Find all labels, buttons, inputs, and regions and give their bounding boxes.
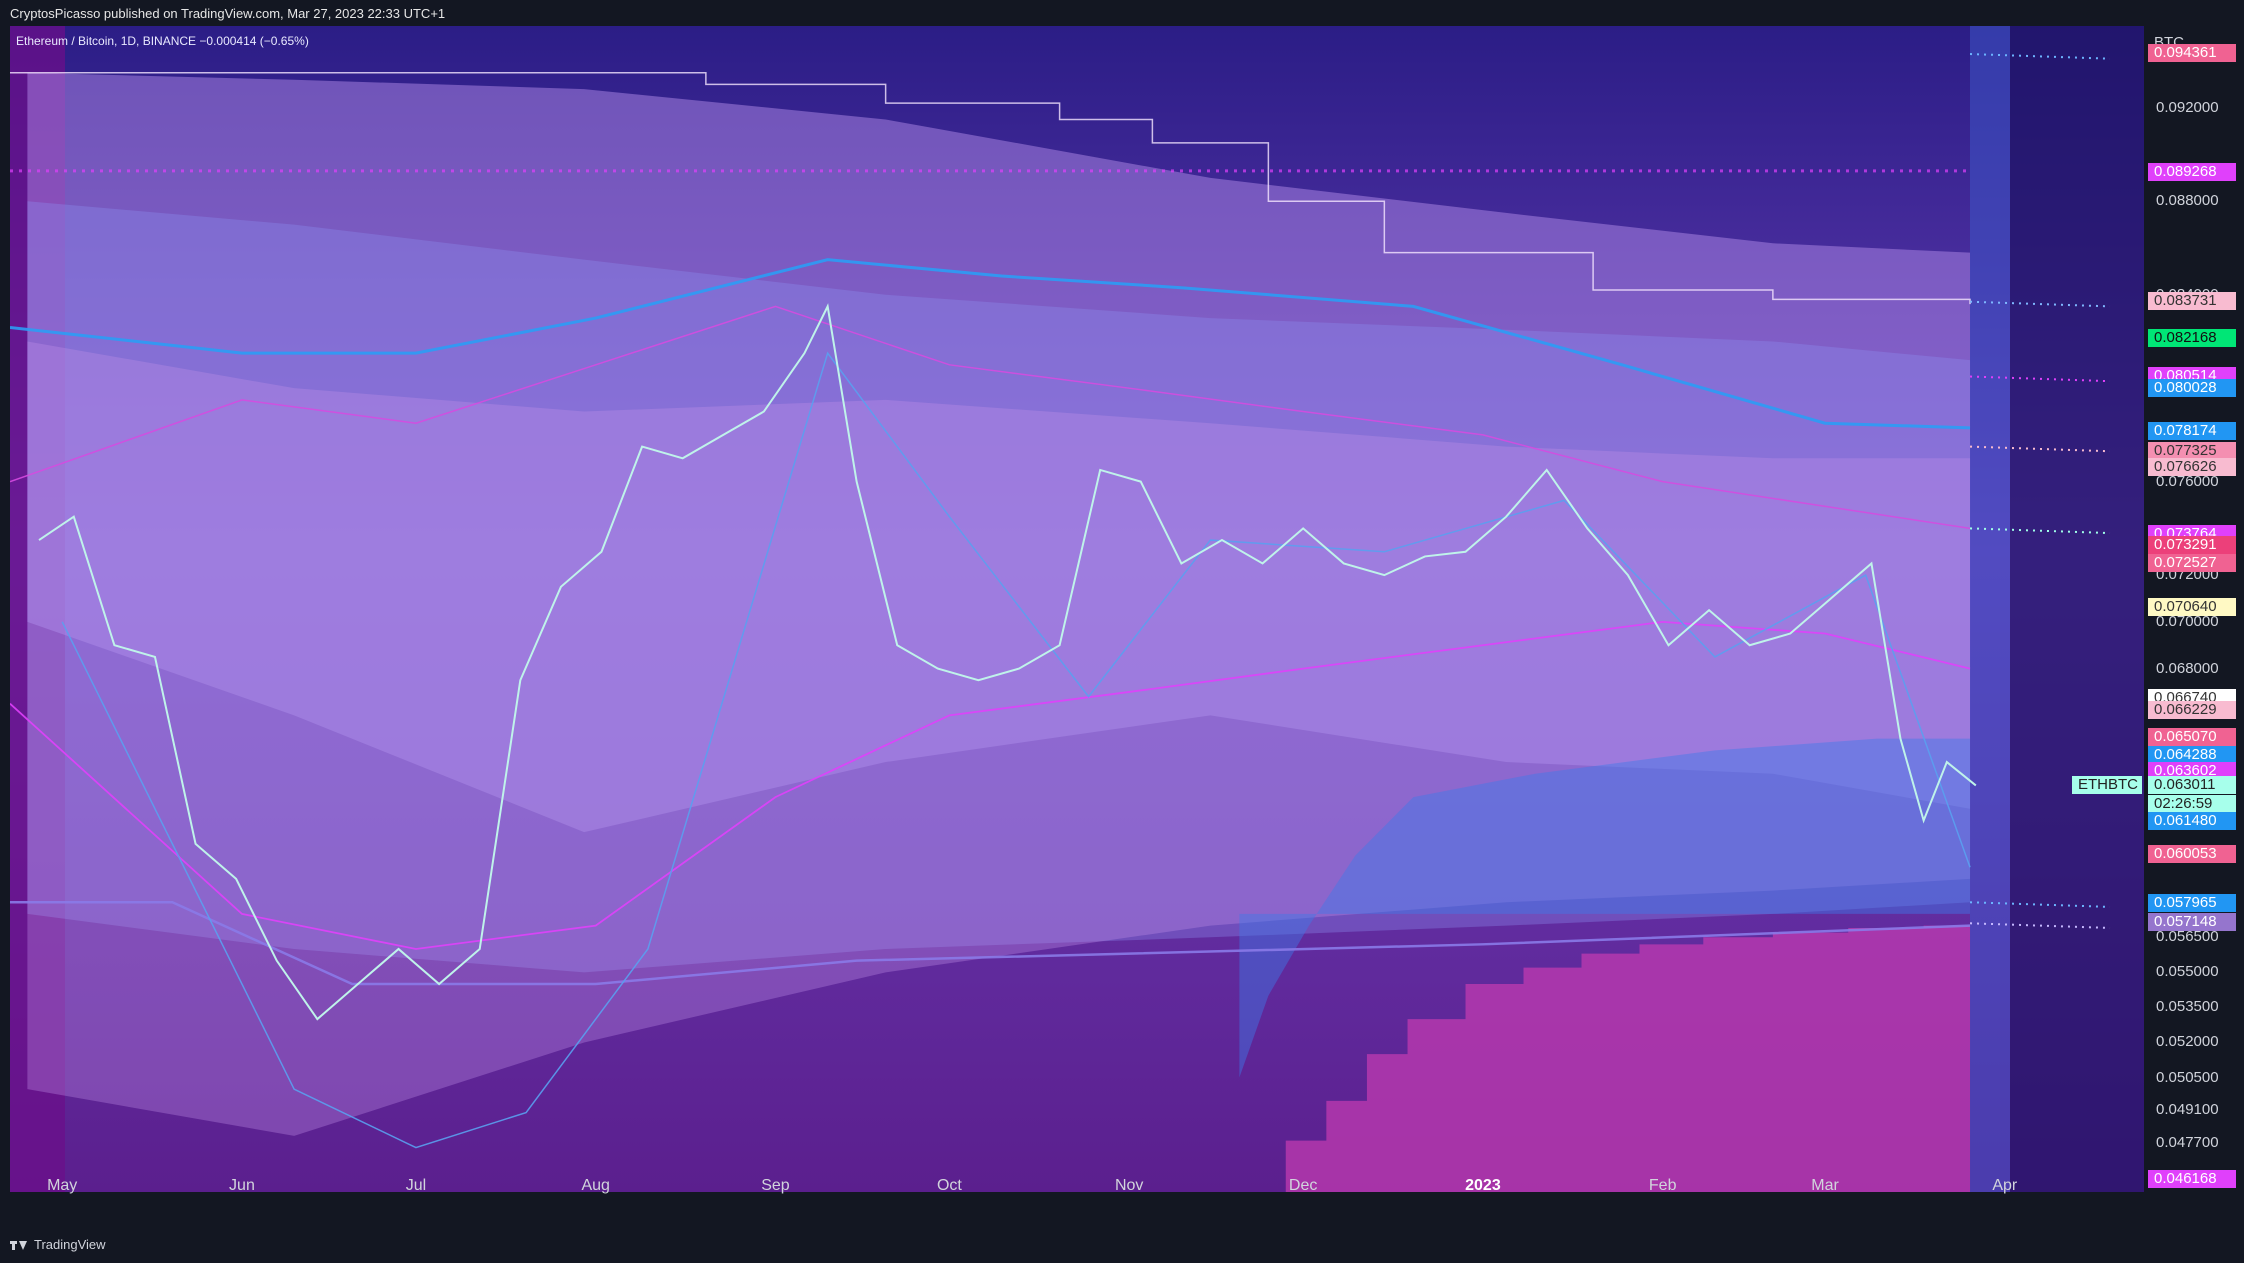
price-tag: 0.057965 <box>2148 894 2236 913</box>
price-chart[interactable]: May Jun Jul Aug Sep Oct Nov Dec 2023 Feb Mar Apr <box>10 26 2144 1196</box>
price-tag: 0.080028 <box>2148 378 2236 397</box>
price-tag: 0.089268 <box>2148 162 2236 181</box>
y-tick-label: 0.053500 <box>2156 998 2219 1016</box>
x-tick-label: Aug <box>581 1177 609 1194</box>
magenta-band-upper <box>10 305 1971 530</box>
price-tag: 0.072527 <box>2148 553 2236 572</box>
x-tick-label: Apr <box>1992 1177 2018 1194</box>
y-tick-label: 0.068000 <box>2156 659 2219 677</box>
cloud-band-2 <box>27 201 1971 973</box>
symbol-legend[interactable]: Ethereum / Bitcoin, 1D, BINANCE −0.00041… <box>16 34 309 48</box>
price-tag: 0.046168 <box>2148 1169 2236 1188</box>
projection-dots-7 <box>1969 922 2111 929</box>
x-tick-label: Feb <box>1649 1177 1677 1194</box>
cloud-band-1 <box>27 72 1971 833</box>
chart-area[interactable]: May Jun Jul Aug Sep Oct Nov Dec 2023 Feb Mar Apr <box>10 26 2144 1196</box>
magenta-band-lower <box>10 620 1971 950</box>
time-axis <box>10 1192 2144 1196</box>
y-tick-label: 0.070000 <box>2156 612 2219 630</box>
price-tag: 0.082168 <box>2148 328 2236 347</box>
price-tag: 02:26:59 <box>2148 795 2236 814</box>
projection-dots-1 <box>1969 53 2111 60</box>
projection-dots-6 <box>1969 901 2111 908</box>
price-tag: 0.063011 <box>2148 776 2236 795</box>
projection-dots-2 <box>1969 300 2111 308</box>
price-tag: 0.083731 <box>2148 292 2236 310</box>
publisher-line: CryptosPicasso published on TradingView.… <box>10 6 446 21</box>
blue-moving-average <box>10 258 1971 430</box>
price-tag: 0.065070 <box>2148 728 2236 747</box>
y-tick-label: 0.049100 <box>2156 1101 2219 1119</box>
y-tick-label: 0.055000 <box>2156 963 2219 981</box>
violet-baseline <box>10 901 1971 986</box>
x-tick-label: 2023 <box>1465 1177 1501 1194</box>
price-tag: 0.064288 <box>2148 746 2236 765</box>
magenta-staircase <box>1285 925 1971 1192</box>
x-tick-label: Jun <box>229 1177 255 1194</box>
right-projection-band <box>1970 26 2010 1192</box>
x-tick-label: Oct <box>937 1177 962 1194</box>
x-tick-label: May <box>47 1177 77 1194</box>
x-tick-label: Sep <box>761 1177 790 1194</box>
y-tick-label: 0.092000 <box>2156 98 2219 116</box>
bollinger-band <box>61 351 1971 1149</box>
symbol-price-tag[interactable]: ETHBTC <box>2072 776 2142 795</box>
ethbtc-price-line <box>38 303 1977 1021</box>
price-tag: 0.057148 <box>2148 913 2236 932</box>
projection-dots-5 <box>1969 527 2111 535</box>
x-tick-label: Dec <box>1289 1177 1317 1194</box>
projection-dots-3 <box>1969 375 2111 383</box>
price-tag: 0.063602 <box>2148 762 2236 781</box>
x-tick-label: Jul <box>406 1177 426 1194</box>
upper-baseline-line <box>10 71 1971 305</box>
price-tag: 0.078174 <box>2148 421 2236 440</box>
price-tag: 0.073291 <box>2148 535 2236 554</box>
price-tag: 0.076626 <box>2148 458 2236 477</box>
x-tick-label: Nov <box>1115 1177 1143 1194</box>
price-tag: 0.077325 <box>2148 441 2236 460</box>
y-tick-label: 0.076000 <box>2156 472 2219 490</box>
price-tag: 0.094361 <box>2148 43 2236 62</box>
blue-staircase <box>1239 738 1971 1078</box>
brand-label: TradingView <box>34 1237 106 1252</box>
y-tick-label: 0.050500 <box>2156 1068 2219 1086</box>
price-tag: 0.060053 <box>2148 845 2236 864</box>
price-tag: 0.070640 <box>2148 597 2236 616</box>
y-tick-label: 0.052000 <box>2156 1033 2219 1051</box>
y-tick-label: 0.088000 <box>2156 192 2219 210</box>
tradingview-brand[interactable]: TradingView <box>10 1237 106 1252</box>
y-tick-label: 0.047700 <box>2156 1133 2219 1151</box>
future-area <box>2010 26 2144 1192</box>
tradingview-logo-icon <box>10 1238 28 1252</box>
y-tick-label: 0.056500 <box>2156 928 2219 946</box>
price-tag: 0.066229 <box>2148 700 2236 719</box>
price-tag: 0.061480 <box>2148 811 2236 830</box>
projection-dots-4 <box>1969 445 2111 453</box>
cloud-band-3 <box>27 341 1971 1136</box>
x-tick-label: Mar <box>1811 1177 1839 1194</box>
